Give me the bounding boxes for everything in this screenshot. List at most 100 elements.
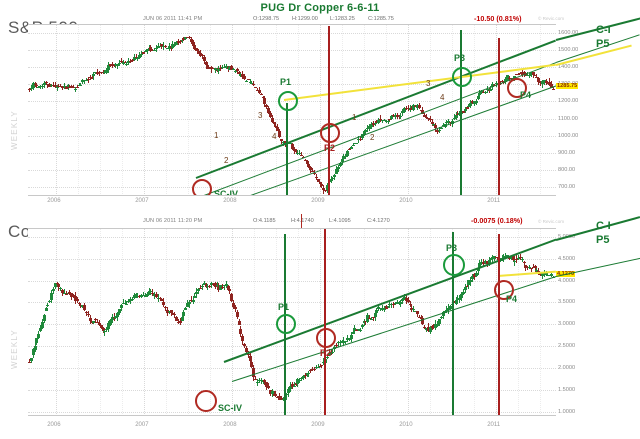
price-bar-body	[42, 83, 46, 86]
price-bar	[450, 121, 452, 126]
price-bar	[490, 86, 492, 91]
gridline-vertical-minor	[254, 24, 256, 196]
price-bar-body	[344, 341, 348, 343]
price-bar-body	[428, 119, 432, 121]
price-bar-body	[548, 275, 552, 277]
price-bar-body	[129, 61, 133, 63]
price-bar-body	[392, 114, 396, 116]
price-bar-body	[522, 261, 526, 263]
price-bar	[319, 363, 321, 368]
price-bar-body	[524, 73, 528, 75]
price-bar-body	[154, 293, 158, 298]
price-bar-body	[353, 327, 357, 332]
price-bar	[527, 71, 529, 77]
price-bar	[293, 382, 295, 387]
price-bar-body	[278, 130, 282, 137]
price-bar	[534, 265, 536, 273]
gridline-vertical-minor	[122, 228, 124, 416]
price-bar-body	[252, 368, 256, 378]
p3-vertical	[460, 30, 462, 196]
copper-xtick: 2008	[223, 422, 237, 428]
price-bar-body	[404, 298, 408, 301]
price-bar-body	[160, 44, 164, 47]
watermark: © Revic.com	[538, 16, 565, 21]
gridline-vertical-minor	[188, 228, 190, 416]
price-bar-body	[143, 50, 147, 52]
price-bar	[84, 79, 86, 84]
price-bar-body	[186, 303, 190, 307]
price-bar-body	[438, 130, 441, 132]
price-bar-body	[371, 316, 375, 318]
price-bar-body	[83, 80, 87, 82]
price-bar-body	[322, 361, 326, 364]
price-bar	[97, 319, 99, 324]
price-bar	[313, 169, 315, 176]
price-bar-body	[59, 86, 63, 88]
price-bar-body	[504, 79, 508, 83]
sc-iv-label: SC-IV	[214, 189, 239, 196]
price-bar	[332, 177, 334, 182]
price-bar-body	[461, 292, 465, 294]
price-bar	[233, 67, 235, 70]
price-bar-body	[303, 375, 307, 377]
price-bar-body	[257, 90, 261, 93]
price-bar-body	[189, 299, 193, 301]
sp500-xtick: 2011	[487, 198, 501, 204]
price-bar-body	[529, 72, 533, 76]
sp500-plot-area: P1 P2 P3 P4 SC-IV 1 2 3 4 1 2 3 4	[28, 24, 556, 196]
price-bar-body	[145, 294, 149, 297]
price-bar-body	[127, 60, 131, 64]
price-bar-body	[230, 294, 234, 302]
price-bar-body	[149, 290, 153, 292]
price-bar	[255, 376, 257, 381]
price-bar-body	[200, 54, 204, 57]
copper-low: L:4.1095	[329, 218, 351, 224]
price-bar	[63, 289, 65, 294]
price-bar-body	[454, 300, 458, 304]
price-bar-body	[211, 283, 215, 285]
price-bar-body	[213, 68, 217, 70]
gridline-vertical-minor	[298, 24, 300, 196]
price-bar-body	[472, 101, 476, 105]
copper-last-price-box: 4.1270	[556, 270, 576, 277]
price-bar-body	[520, 259, 524, 261]
price-bar-body	[529, 268, 533, 270]
price-bar	[547, 272, 549, 277]
price-bar-body	[167, 311, 171, 313]
price-bar	[30, 84, 32, 91]
price-bar-body	[333, 174, 337, 177]
price-bar-body	[483, 91, 487, 93]
gridline-horizontal	[28, 367, 556, 369]
price-bar-body	[149, 47, 153, 51]
price-bar	[462, 289, 464, 295]
price-bar-body	[322, 188, 326, 191]
price-bar-body	[191, 42, 195, 46]
price-bar-body	[500, 257, 504, 260]
price-bar-body	[118, 62, 122, 64]
gridline-vertical	[320, 24, 322, 196]
price-bar-body	[441, 125, 445, 127]
copper-panel: Copper WEEKLY JUN 06 2011 11:20 PM O:4.1…	[0, 214, 640, 439]
p3-label: P3	[454, 52, 466, 63]
price-bar-body	[129, 299, 133, 302]
price-bar	[29, 358, 30, 364]
price-bar-body	[414, 105, 418, 107]
price-bar-body	[132, 56, 136, 61]
price-bar-body	[37, 334, 41, 338]
price-bar	[457, 111, 459, 116]
price-bar	[262, 380, 264, 385]
price-bar	[312, 168, 314, 172]
price-bar-body	[53, 85, 57, 87]
price-bar-body	[419, 317, 423, 319]
price-bar-body	[392, 304, 396, 306]
price-bar-body	[272, 393, 276, 396]
price-bar-body	[517, 73, 521, 75]
price-bar	[306, 372, 308, 377]
price-bar	[532, 71, 534, 78]
price-bar-body	[485, 89, 489, 91]
price-bar-body	[101, 71, 105, 73]
price-bar	[301, 152, 303, 156]
price-bar-body	[487, 90, 491, 92]
price-bar-body	[171, 44, 175, 49]
watermark-copper: © Revic.com	[538, 219, 565, 224]
